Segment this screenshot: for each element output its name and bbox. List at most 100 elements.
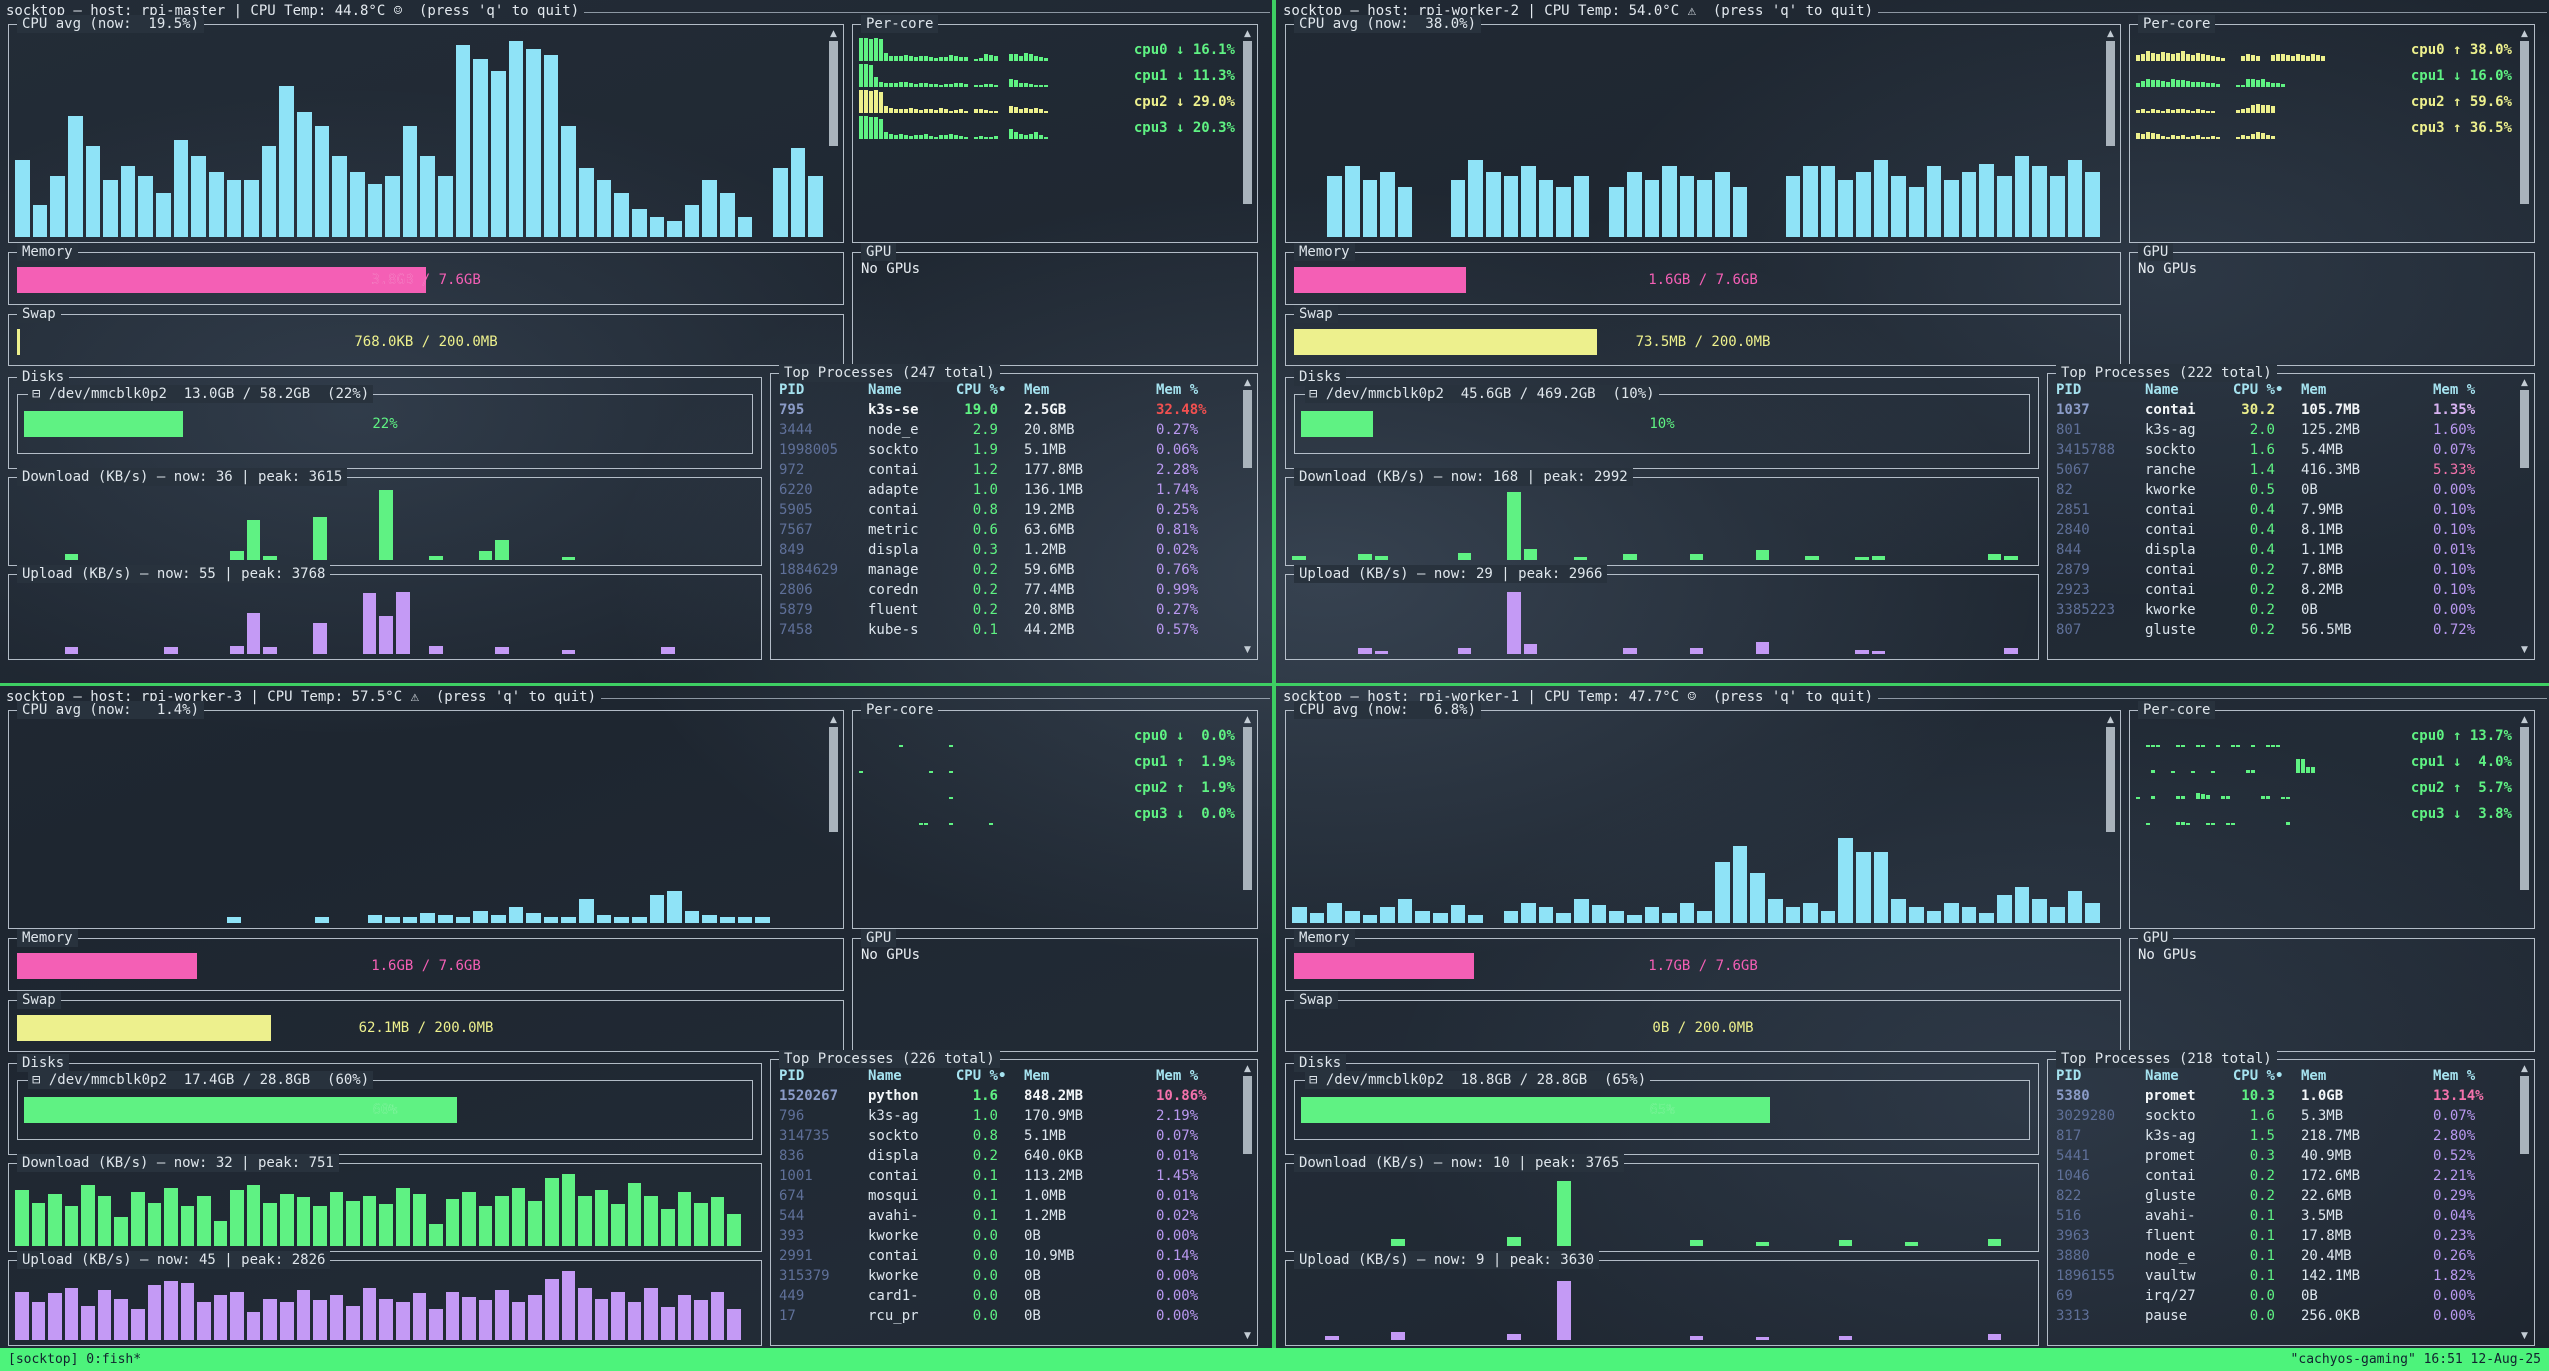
column-header[interactable]: Name xyxy=(868,382,902,398)
per-core-scrollbar[interactable]: ▲ xyxy=(2518,715,2531,924)
scroll-down-icon[interactable]: ▼ xyxy=(2521,1331,2528,1341)
process-row[interactable]: 2840 contai 0.4 8.1MB 0.10% xyxy=(2056,520,2514,540)
process-row[interactable]: 7458 kube-s 0.1 44.2MB 0.57% xyxy=(779,620,1237,640)
per-core-scrollbar[interactable]: ▲ xyxy=(1241,715,1254,924)
process-row[interactable]: 817 k3s-ag 1.5 218.7MB 2.80% xyxy=(2056,1126,2514,1146)
cpu-avg-scrollbar[interactable]: ▲ xyxy=(827,715,840,924)
process-row[interactable]: 849 displa 0.3 1.2MB 0.02% xyxy=(779,540,1237,560)
process-row[interactable]: 795 k3s-se 19.0 2.5GB 32.48% xyxy=(779,400,1237,420)
scrollbar-thumb[interactable] xyxy=(1243,727,1252,891)
process-row[interactable]: 393 kworke 0.0 0B 0.00% xyxy=(779,1226,1237,1246)
process-row[interactable]: 674 mosqui 0.1 1.0MB 0.01% xyxy=(779,1186,1237,1206)
scroll-up-icon[interactable]: ▲ xyxy=(2107,29,2114,39)
column-header[interactable]: • xyxy=(998,382,1007,398)
scroll-up-icon[interactable]: ▲ xyxy=(2521,1064,2528,1074)
scroll-up-icon[interactable]: ▲ xyxy=(830,715,837,725)
column-header[interactable]: Mem xyxy=(2301,1068,2327,1084)
scrollbar-thumb[interactable] xyxy=(2520,41,2529,205)
scrollbar-thumb[interactable] xyxy=(829,727,838,832)
column-header[interactable]: Mem % xyxy=(1156,382,1199,398)
process-row[interactable]: 3415788 sockto 1.6 5.4MB 0.07% xyxy=(2056,440,2514,460)
column-header[interactable]: PID xyxy=(2056,382,2082,398)
column-header[interactable]: Mem % xyxy=(2433,1068,2476,1084)
process-row[interactable]: 5067 ranche 1.4 416.3MB 5.33% xyxy=(2056,460,2514,480)
column-header[interactable]: PID xyxy=(779,382,805,398)
process-row[interactable]: 7567 metric 0.6 63.6MB 0.81% xyxy=(779,520,1237,540)
column-header[interactable]: Name xyxy=(868,1068,902,1084)
process-row[interactable]: 5879 fluent 0.2 20.8MB 0.27% xyxy=(779,600,1237,620)
scrollbar-thumb[interactable] xyxy=(2520,390,2529,468)
scrollbar-thumb[interactable] xyxy=(2106,41,2115,146)
process-row[interactable]: 1001 contai 0.1 113.2MB 1.45% xyxy=(779,1166,1237,1186)
column-header[interactable]: CPU % xyxy=(2232,1068,2275,1084)
process-scrollbar[interactable]: ▲ ▼ xyxy=(2518,378,2531,655)
scroll-up-icon[interactable]: ▲ xyxy=(1244,1064,1251,1074)
column-header[interactable]: CPU % xyxy=(955,382,998,398)
process-row[interactable]: 2851 contai 0.4 7.9MB 0.10% xyxy=(2056,500,2514,520)
scroll-up-icon[interactable]: ▲ xyxy=(1244,378,1251,388)
scroll-down-icon[interactable]: ▼ xyxy=(1244,1331,1251,1341)
process-row[interactable]: 69 irq/27 0.0 0B 0.00% xyxy=(2056,1286,2514,1306)
column-header[interactable]: • xyxy=(998,1068,1007,1084)
process-row[interactable]: 1046 contai 0.2 172.6MB 2.21% xyxy=(2056,1166,2514,1186)
process-row[interactable]: 1520267 python 1.6 848.2MB 10.86% xyxy=(779,1086,1237,1106)
scrollbar-thumb[interactable] xyxy=(2106,727,2115,832)
column-header[interactable]: CPU % xyxy=(955,1068,998,1084)
scroll-up-icon[interactable]: ▲ xyxy=(2521,715,2528,725)
scrollbar-thumb[interactable] xyxy=(2520,1076,2529,1154)
process-row[interactable]: 972 contai 1.2 177.8MB 2.28% xyxy=(779,460,1237,480)
process-row[interactable]: 2806 coredn 0.2 77.4MB 0.99% xyxy=(779,580,1237,600)
process-row[interactable]: 3385223 kworke 0.2 0B 0.00% xyxy=(2056,600,2514,620)
process-row[interactable]: 82 kworke 0.5 0B 0.00% xyxy=(2056,480,2514,500)
scrollbar-thumb[interactable] xyxy=(829,41,838,146)
process-scrollbar[interactable]: ▲ ▼ xyxy=(1241,1064,1254,1341)
process-row[interactable]: 801 k3s-ag 2.0 125.2MB 1.60% xyxy=(2056,420,2514,440)
per-core-scrollbar[interactable]: ▲ xyxy=(1241,29,1254,238)
process-row[interactable]: 314735 sockto 0.8 5.1MB 0.07% xyxy=(779,1126,1237,1146)
process-row[interactable]: 3444 node_e 2.9 20.8MB 0.27% xyxy=(779,420,1237,440)
process-row[interactable]: 1037 contai 30.2 105.7MB 1.35% xyxy=(2056,400,2514,420)
scroll-down-icon[interactable]: ▼ xyxy=(1244,645,1251,655)
column-header[interactable]: PID xyxy=(779,1068,805,1084)
scroll-up-icon[interactable]: ▲ xyxy=(830,29,837,39)
scrollbar-thumb[interactable] xyxy=(1243,1076,1252,1154)
column-header[interactable]: Name xyxy=(2145,382,2179,398)
column-header[interactable]: Mem % xyxy=(1156,1068,1199,1084)
process-row[interactable]: 3963 fluent 0.1 17.8MB 0.23% xyxy=(2056,1226,2514,1246)
process-row[interactable]: 822 gluste 0.2 22.6MB 0.29% xyxy=(2056,1186,2514,1206)
process-row[interactable]: 1884629 manage 0.2 59.6MB 0.76% xyxy=(779,560,1237,580)
process-row[interactable]: 449 card1- 0.0 0B 0.00% xyxy=(779,1286,1237,1306)
process-row[interactable]: 3880 node_e 0.1 20.4MB 0.26% xyxy=(2056,1246,2514,1266)
scroll-up-icon[interactable]: ▲ xyxy=(1244,29,1251,39)
process-row[interactable]: 2879 contai 0.2 7.8MB 0.10% xyxy=(2056,560,2514,580)
scrollbar-thumb[interactable] xyxy=(1243,390,1252,468)
column-header[interactable]: • xyxy=(2275,1068,2284,1084)
process-row[interactable]: 544 avahi- 0.1 1.2MB 0.02% xyxy=(779,1206,1237,1226)
process-scrollbar[interactable]: ▲ ▼ xyxy=(1241,378,1254,655)
process-row[interactable]: 17 rcu_pr 0.0 0B 0.00% xyxy=(779,1306,1237,1326)
scroll-up-icon[interactable]: ▲ xyxy=(1244,715,1251,725)
scrollbar-thumb[interactable] xyxy=(2520,727,2529,891)
process-row[interactable]: 5905 contai 0.8 19.2MB 0.25% xyxy=(779,500,1237,520)
column-header[interactable]: Mem xyxy=(2301,382,2327,398)
cpu-avg-scrollbar[interactable]: ▲ xyxy=(2104,715,2117,924)
process-row[interactable]: 807 gluste 0.2 56.5MB 0.72% xyxy=(2056,620,2514,640)
column-header[interactable]: Name xyxy=(2145,1068,2179,1084)
cpu-avg-scrollbar[interactable]: ▲ xyxy=(827,29,840,238)
process-scrollbar[interactable]: ▲ ▼ xyxy=(2518,1064,2531,1341)
process-row[interactable]: 6220 adapte 1.0 136.1MB 1.74% xyxy=(779,480,1237,500)
process-row[interactable]: 3029280 sockto 1.6 5.3MB 0.07% xyxy=(2056,1106,2514,1126)
process-row[interactable]: 796 k3s-ag 1.0 170.9MB 2.19% xyxy=(779,1106,1237,1126)
cpu-avg-scrollbar[interactable]: ▲ xyxy=(2104,29,2117,238)
scrollbar-thumb[interactable] xyxy=(1243,41,1252,205)
process-row[interactable]: 2923 contai 0.2 8.2MB 0.10% xyxy=(2056,580,2514,600)
column-header[interactable]: Mem xyxy=(1024,1068,1050,1084)
scroll-up-icon[interactable]: ▲ xyxy=(2107,715,2114,725)
process-row[interactable]: 5441 promet 0.3 40.9MB 0.52% xyxy=(2056,1146,2514,1166)
process-row[interactable]: 844 displa 0.4 1.1MB 0.01% xyxy=(2056,540,2514,560)
process-row[interactable]: 1998005 sockto 1.9 5.1MB 0.06% xyxy=(779,440,1237,460)
process-row[interactable]: 1896155 vaultw 0.1 142.1MB 1.82% xyxy=(2056,1266,2514,1286)
status-session-window[interactable]: [socktop] 0:fish* xyxy=(8,1352,142,1367)
scroll-up-icon[interactable]: ▲ xyxy=(2521,29,2528,39)
scroll-up-icon[interactable]: ▲ xyxy=(2521,378,2528,388)
